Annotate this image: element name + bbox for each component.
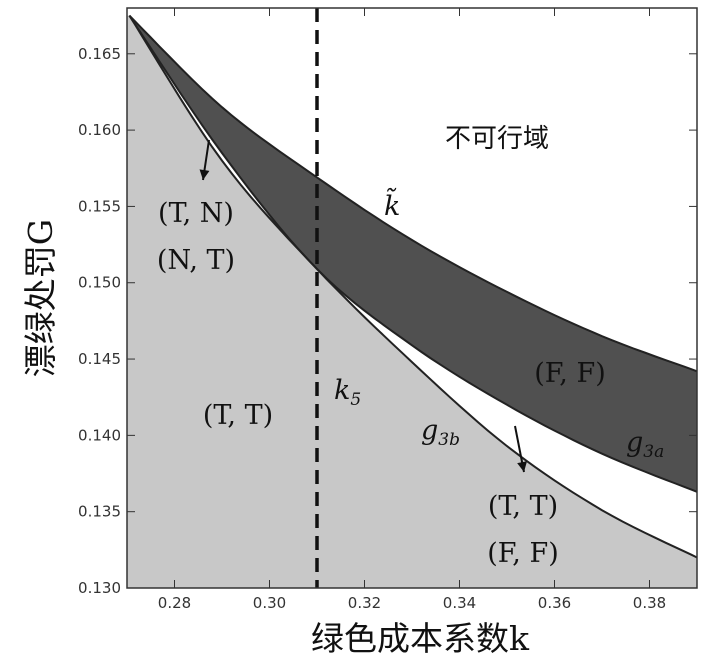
x-tick-label: 0.36: [538, 594, 571, 612]
arrow-head: [517, 461, 527, 472]
region-tt-light: [127, 15, 697, 589]
y-tick-label: 0.130: [78, 579, 121, 597]
x-tick-label: 0.38: [633, 594, 666, 612]
label-infeasible-region: 不可行域: [445, 124, 549, 154]
y-tick-label: 0.160: [78, 121, 121, 139]
arrow-head: [199, 169, 210, 180]
arrow-to-g3b-region: [514, 425, 527, 473]
curve-g3a: [128, 15, 698, 493]
region-ff-dark: [129, 15, 697, 492]
y-tick-label: 0.155: [78, 197, 121, 215]
label-ff-lower: (F, F): [487, 538, 559, 569]
label-ff-dark: (F, F): [534, 358, 606, 389]
curve-k-tilde: [128, 14, 698, 373]
label-curve-k-tilde: k̃: [384, 187, 400, 222]
plot-frame: [126, 7, 698, 589]
y-tick-label: 0.165: [78, 45, 121, 63]
x-axis-title: 绿色成本系数k: [311, 619, 530, 658]
label-k5: k5: [334, 375, 361, 410]
label-curve-g3b: g3b: [421, 415, 460, 450]
x-tick-label: 0.30: [253, 594, 286, 612]
curve-g3b: [128, 15, 698, 559]
x-tick-label: 0.28: [158, 594, 191, 612]
label-tt-lower: (T, T): [488, 491, 558, 522]
label-nt: (N, T): [157, 245, 235, 276]
y-axis-title: 漂绿处罚G: [21, 219, 60, 377]
x-tick-label: 0.32: [348, 594, 381, 612]
arrow-to-lower-band: [199, 139, 210, 181]
x-tick-label: 0.34: [443, 594, 476, 612]
y-tick-label: 0.150: [78, 274, 121, 292]
y-tick-label: 0.140: [78, 426, 121, 444]
label-curve-g3a: g3a: [626, 427, 664, 462]
y-tick-label: 0.135: [78, 503, 121, 521]
label-tt-left: (T, T): [203, 400, 273, 431]
y-tick-label: 0.145: [78, 350, 121, 368]
label-tn: (T, N): [158, 198, 234, 229]
